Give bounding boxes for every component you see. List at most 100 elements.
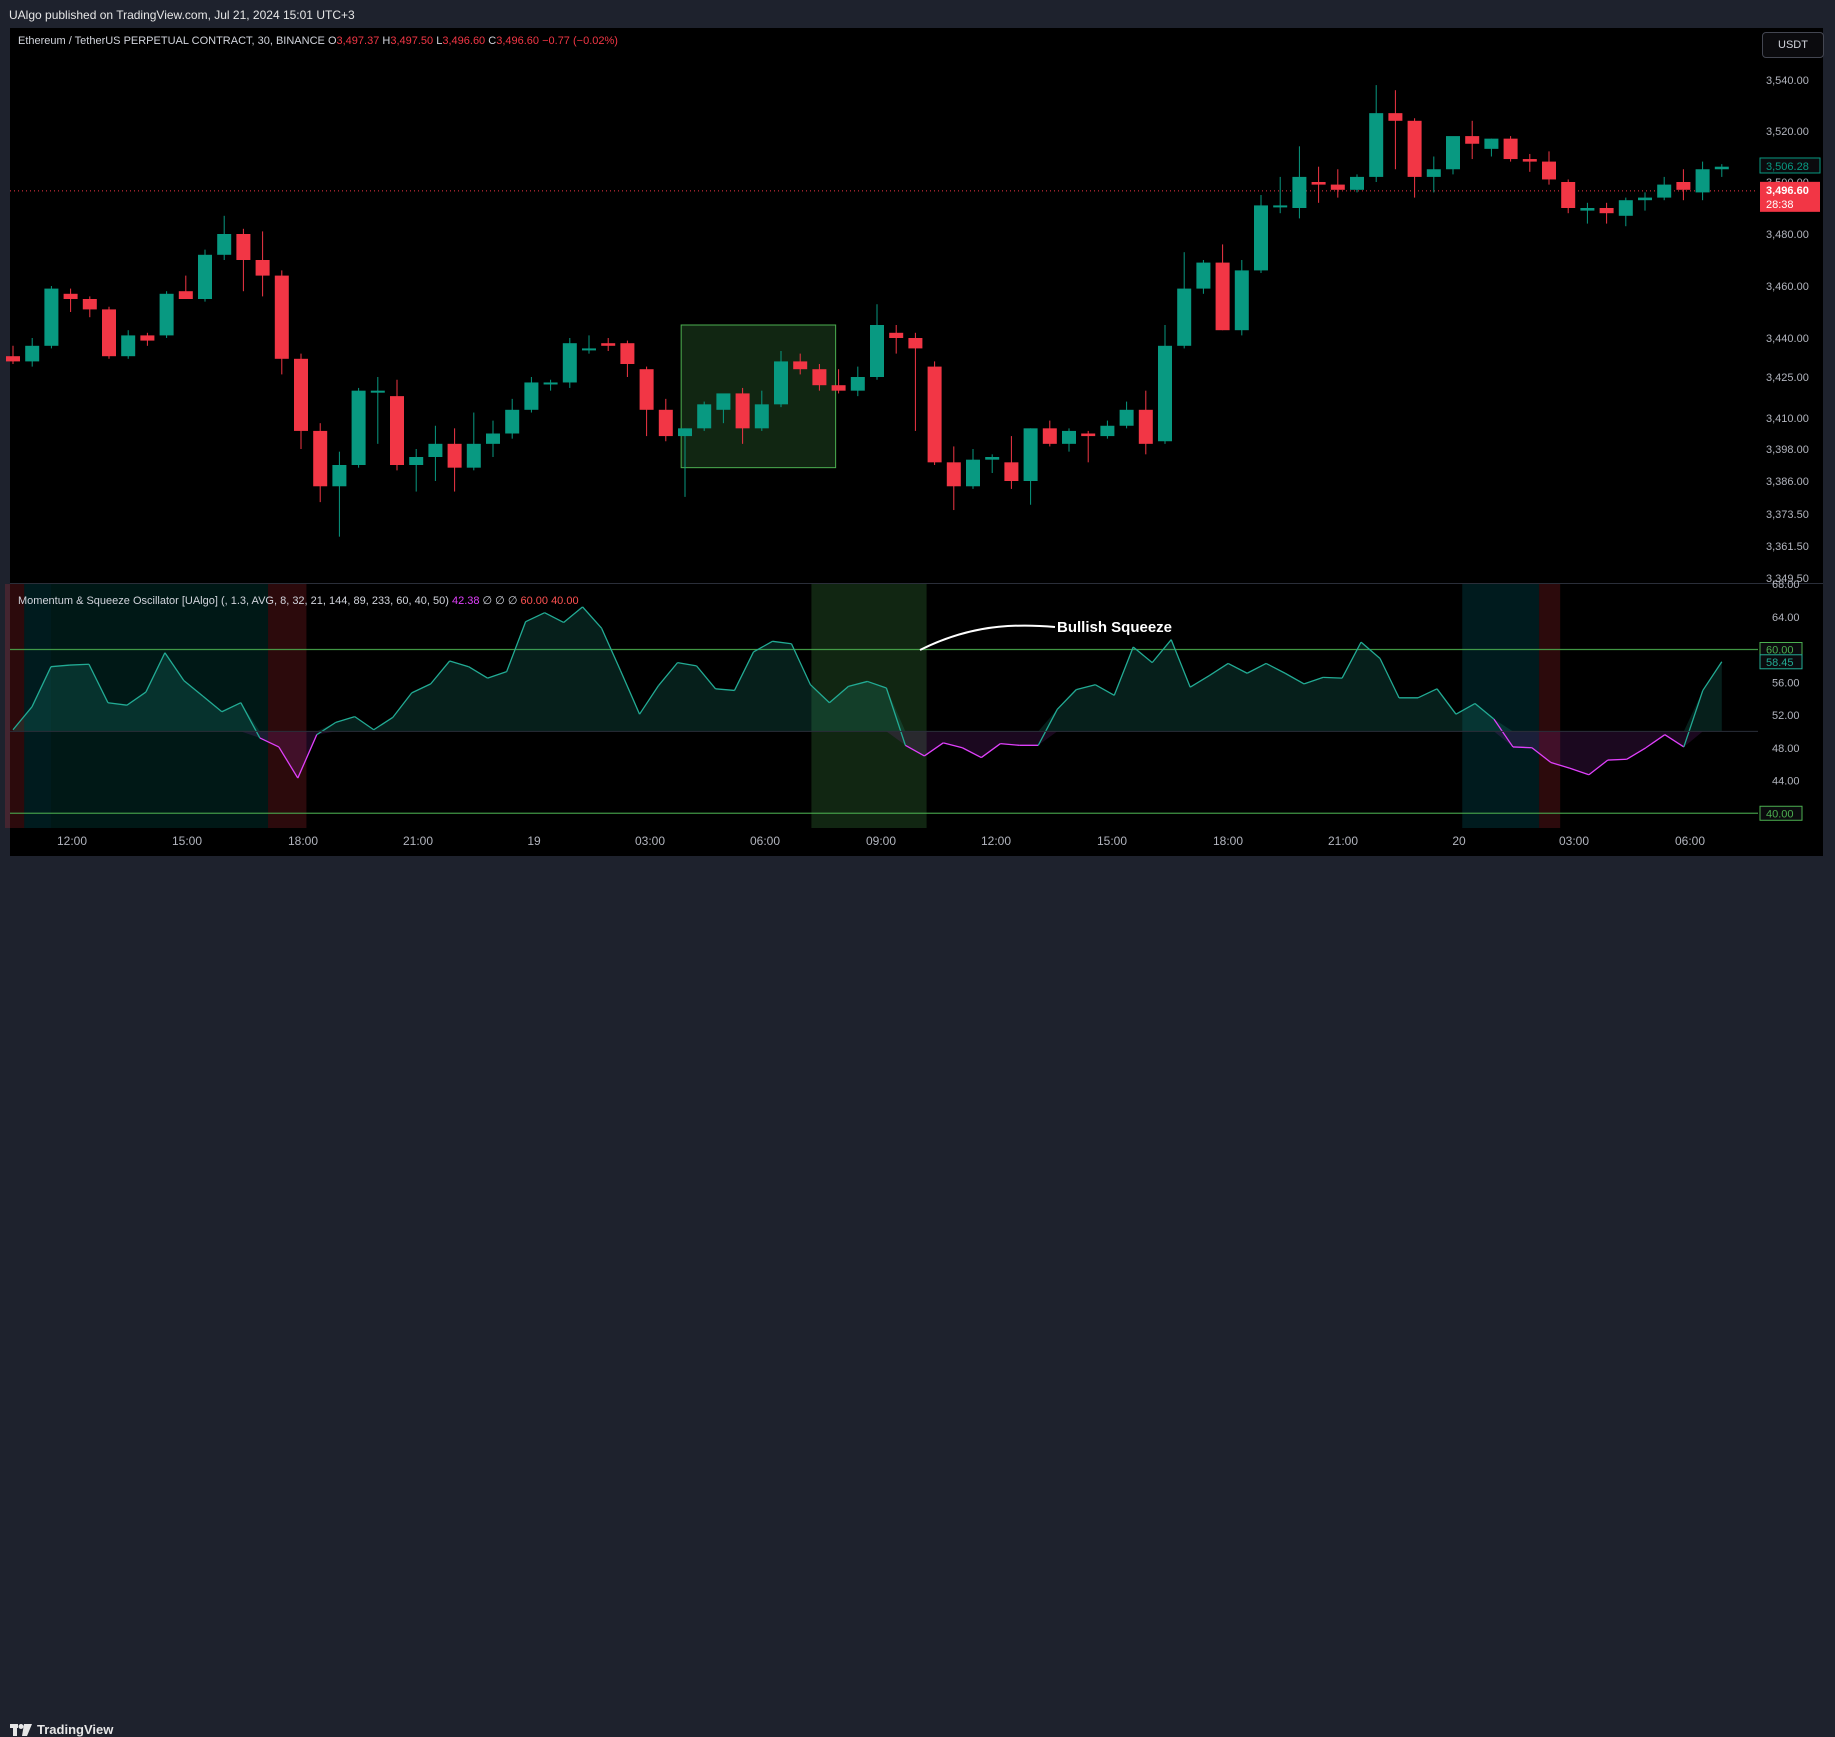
time-axis-label: 09:00	[866, 834, 896, 848]
candle	[1196, 262, 1211, 289]
oscillator-segment	[50, 664, 71, 668]
candle	[1465, 136, 1480, 144]
candle	[178, 291, 193, 299]
oscillator-segment	[1474, 703, 1495, 720]
oscillator-segment	[790, 643, 812, 685]
candle	[274, 275, 289, 359]
candle	[735, 393, 750, 429]
price-axis-label: 3,373.50	[1766, 509, 1809, 521]
candle	[1100, 425, 1115, 437]
squeeze-zone	[811, 584, 927, 828]
last-price-tag	[1760, 181, 1820, 212]
oscillator-segment	[1303, 676, 1324, 685]
oscillator-segment	[1208, 662, 1229, 677]
oscillator-segment	[506, 621, 527, 672]
oscillator-segment	[1512, 746, 1532, 749]
indicator-name[interactable]: Momentum & Squeeze Oscillator [UAlgo]	[18, 595, 218, 607]
oscillator-segment	[1265, 662, 1286, 674]
candle	[294, 358, 308, 431]
candle	[601, 343, 616, 346]
oscillator-segment	[1626, 747, 1647, 760]
oscillator-segment	[411, 683, 431, 694]
oscillator-segment	[923, 742, 944, 757]
price-axis-label: 3,540.00	[1766, 75, 1809, 87]
oscillator-segment	[563, 606, 584, 623]
candle	[1638, 197, 1652, 201]
tradingview-logo[interactable]: TradingView	[10, 1722, 113, 1737]
oscillator-segment	[487, 670, 507, 679]
currency-button[interactable]: USDT	[1762, 32, 1824, 58]
price-axis-label: 3,386.00	[1766, 476, 1809, 488]
time-axis-pane	[10, 828, 1823, 856]
oscillator-segment	[715, 688, 735, 692]
candle	[1311, 182, 1326, 185]
close-value: 3,496.60	[496, 35, 540, 47]
candle	[1177, 288, 1192, 346]
time-axis-label: 15:00	[1097, 834, 1127, 848]
oscillator-segment	[809, 684, 830, 704]
level-label: 60.00	[1766, 645, 1794, 657]
candle	[697, 404, 712, 429]
candle	[313, 430, 328, 487]
footer-bar: TradingView	[0, 856, 1835, 1737]
time-axis-label: 19	[527, 834, 541, 848]
oscillator-segment	[31, 666, 52, 708]
candle	[1215, 262, 1230, 331]
published-text: UAlgo published on TradingView.com, Jul …	[9, 8, 355, 22]
level-label: 40.00	[1766, 808, 1794, 820]
oscillator-segment	[1588, 759, 1609, 776]
candle	[447, 443, 462, 468]
candle	[1042, 428, 1057, 444]
oscillator-segment	[1189, 675, 1210, 688]
oscillator-segment	[164, 652, 185, 681]
candle	[63, 293, 78, 299]
indicator-empties: ∅ ∅ ∅	[482, 595, 518, 607]
oscillator-segment	[1094, 684, 1115, 696]
candle	[927, 366, 942, 463]
oscillator-segment	[1076, 684, 1096, 691]
candle	[1234, 270, 1249, 331]
oscillator-pane	[10, 584, 1758, 828]
oscillator-segment	[1683, 690, 1704, 748]
oscillator-segment	[733, 651, 755, 691]
oscillator-segment	[335, 716, 355, 723]
candle	[1503, 138, 1518, 160]
oscillator-segment	[126, 691, 147, 706]
candle	[466, 443, 481, 468]
candle	[82, 299, 97, 310]
oscillator-bear-fill	[13, 731, 1722, 779]
annotation-curve	[919, 624, 1056, 651]
oscillator-segment	[183, 680, 204, 697]
candle	[1522, 159, 1537, 162]
time-axis-label: 21:00	[1328, 834, 1358, 848]
candle	[716, 393, 731, 410]
oscillator-segment	[1056, 689, 1077, 710]
time-axis-label: 18:00	[1213, 834, 1243, 848]
oscillator-segment	[145, 652, 166, 693]
oscillator-segment	[544, 612, 564, 624]
candle	[1407, 120, 1422, 177]
squeeze-zone	[268, 584, 307, 828]
symbol-legend: Ethereum / TetherUS PERPETUAL CONTRACT, …	[18, 35, 618, 47]
oscillator-axis-label: 44.00	[1772, 776, 1800, 788]
squeeze-zone	[24, 584, 52, 828]
indicator-upper: 60.00	[520, 595, 548, 607]
bullish-squeeze-annotation: Bullish Squeeze	[1057, 619, 1173, 636]
oscillator-segment	[677, 661, 697, 667]
candle	[102, 309, 116, 357]
candle	[1004, 462, 1019, 481]
candle	[121, 335, 136, 357]
symbol-name[interactable]: Ethereum / TetherUS PERPETUAL CONTRACT, …	[18, 35, 325, 47]
candle	[1676, 182, 1691, 190]
open-value: 3,497.37	[336, 35, 380, 47]
candle	[1138, 409, 1153, 444]
squeeze-zone	[1539, 584, 1561, 828]
oscillator-segment	[1664, 734, 1685, 748]
candle	[1714, 166, 1729, 170]
candle	[831, 385, 846, 391]
time-axis-label: 15:00	[172, 834, 202, 848]
chart-area[interactable]: 3,540.003,520.003,500.003,480.003,460.00…	[0, 0, 1835, 891]
oscillator-segment	[619, 670, 641, 715]
indicator-params: (, 1.3, AVG, 8, 32, 21, 144, 89, 233, 60…	[220, 595, 449, 607]
oscillator-segment	[639, 685, 660, 715]
